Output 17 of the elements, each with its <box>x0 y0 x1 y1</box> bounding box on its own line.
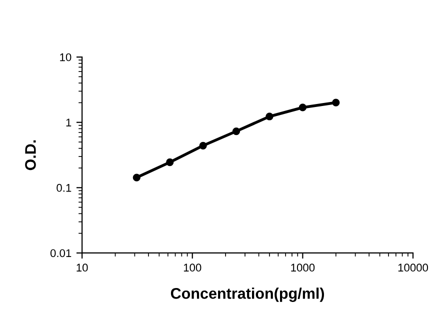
y-tick-label: 0.01 <box>50 249 72 258</box>
y-tick-label: 10 <box>60 53 72 62</box>
y-axis-title: O.D. <box>25 140 36 170</box>
point <box>232 127 240 136</box>
y-tick-label: 1 <box>66 118 72 126</box>
x-axis-title: Concentration(pg/ml) <box>170 288 324 302</box>
x-tick-label: 100 <box>184 264 202 272</box>
point <box>266 112 274 120</box>
x-tick-label: 1000 <box>291 264 315 272</box>
point <box>166 158 174 166</box>
point <box>332 98 340 106</box>
x-tick-label: 10000 <box>398 264 428 272</box>
point <box>199 142 207 150</box>
point <box>298 104 307 112</box>
y-tick-label: 0.1 <box>56 184 72 192</box>
point <box>132 174 140 182</box>
x-tick-label: 10 <box>76 264 88 272</box>
